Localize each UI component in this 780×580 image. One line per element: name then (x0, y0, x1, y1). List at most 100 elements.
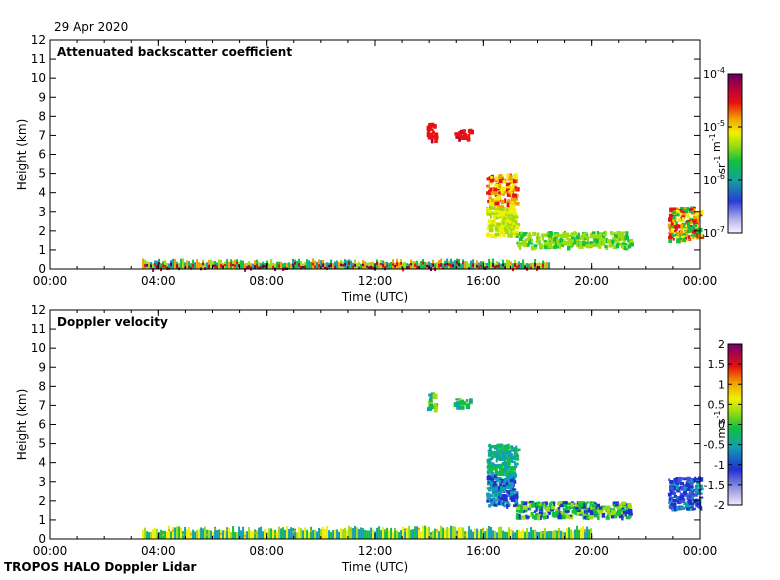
x-tick-label: 00:00 (33, 544, 68, 558)
echo-cell (222, 530, 225, 539)
echo-cell (352, 528, 355, 539)
echo-cell (520, 500, 524, 505)
echo-cell (256, 259, 259, 269)
echo-cell (617, 242, 621, 246)
echo-cell (454, 526, 457, 539)
echo-cell (611, 239, 615, 245)
echo-cell (258, 261, 261, 269)
echo-cell (464, 533, 467, 536)
echo-cell (478, 530, 481, 539)
echo-cell (370, 265, 373, 269)
echo-cell (488, 176, 492, 181)
echo-cell (496, 464, 499, 469)
echo-cell (484, 531, 487, 539)
echo-cell (484, 266, 487, 271)
echo-cell (428, 398, 433, 403)
echo-cell (498, 480, 502, 484)
echo-cell (685, 229, 691, 234)
echo-cell (460, 263, 463, 269)
echo-cell (502, 180, 506, 184)
echo-cell (572, 240, 577, 245)
echo-cell (562, 531, 565, 539)
echo-cell (412, 261, 415, 269)
echo-cell (508, 209, 512, 214)
echo-cell (430, 262, 433, 269)
echo-cell (448, 528, 451, 539)
echo-cell (489, 178, 494, 183)
echo-cell (294, 528, 297, 539)
echo-cell (308, 260, 311, 269)
echo-cell (506, 490, 511, 494)
echo-cell (693, 233, 697, 238)
echo-cell (336, 529, 339, 539)
echo-cell (280, 528, 283, 539)
echo-cell (612, 512, 616, 518)
echo-cell (268, 528, 271, 539)
echo-cell (511, 184, 516, 188)
echo-cell (464, 261, 467, 269)
echo-cell (158, 531, 161, 539)
echo-cell (501, 186, 506, 191)
echo-cell (510, 208, 513, 214)
x-tick-label: 00:00 (33, 274, 68, 288)
echo-cell (282, 263, 285, 269)
echo-cell (236, 532, 239, 539)
echo-cell (687, 224, 691, 228)
echo-cell (390, 262, 393, 269)
echo-cell (320, 528, 323, 539)
echo-cell (514, 227, 520, 230)
echo-cell (514, 176, 517, 180)
echo-cell (543, 240, 547, 243)
y-tick-label: 8 (38, 379, 46, 393)
echo-cell (691, 508, 695, 511)
echo-cell (494, 452, 499, 457)
echo-cell (534, 262, 537, 267)
echo-cell (593, 234, 597, 238)
echo-cell (206, 262, 209, 269)
echo-cell (584, 241, 589, 245)
echo-cell (376, 527, 379, 539)
echo-cell (492, 222, 496, 225)
echo-cell (581, 234, 586, 238)
echo-cell (158, 262, 161, 265)
echo-cell (617, 511, 621, 516)
echo-cell (501, 494, 507, 499)
echo-cell (493, 444, 499, 450)
echo-cell (284, 529, 287, 539)
echo-cell (691, 496, 694, 499)
echo-cell (697, 502, 702, 506)
echo-cell (565, 505, 569, 511)
echo-cell (575, 513, 580, 516)
echo-cell (196, 259, 199, 269)
echo-cell (455, 401, 458, 407)
echo-cell (430, 138, 434, 144)
echo-cell (172, 258, 175, 269)
echo-cell (566, 528, 569, 539)
echo-cell (601, 505, 606, 509)
echo-cell (453, 402, 458, 408)
echo-cell (693, 207, 696, 212)
echo-cell (268, 263, 271, 269)
echo-cell (697, 231, 702, 234)
echo-cell (474, 528, 477, 539)
echo-cell (495, 479, 499, 483)
echo-cell (499, 492, 503, 498)
echo-cell (512, 263, 515, 269)
echo-cell (504, 227, 507, 232)
echo-cell (498, 174, 502, 179)
echo-cell (529, 500, 534, 504)
echo-cell (456, 533, 459, 536)
echo-cell (536, 239, 540, 244)
echo-cell (522, 505, 528, 510)
echo-cell (160, 263, 163, 269)
echo-cell (682, 238, 687, 243)
echo-cell (618, 513, 624, 519)
echo-cell (498, 205, 503, 210)
echo-cell (146, 264, 149, 267)
echo-cell (531, 503, 536, 508)
echo-cell (551, 505, 555, 510)
echo-cell (691, 235, 694, 240)
echo-cell (550, 241, 555, 245)
echo-cell (552, 514, 558, 518)
echo-cell (553, 502, 556, 507)
